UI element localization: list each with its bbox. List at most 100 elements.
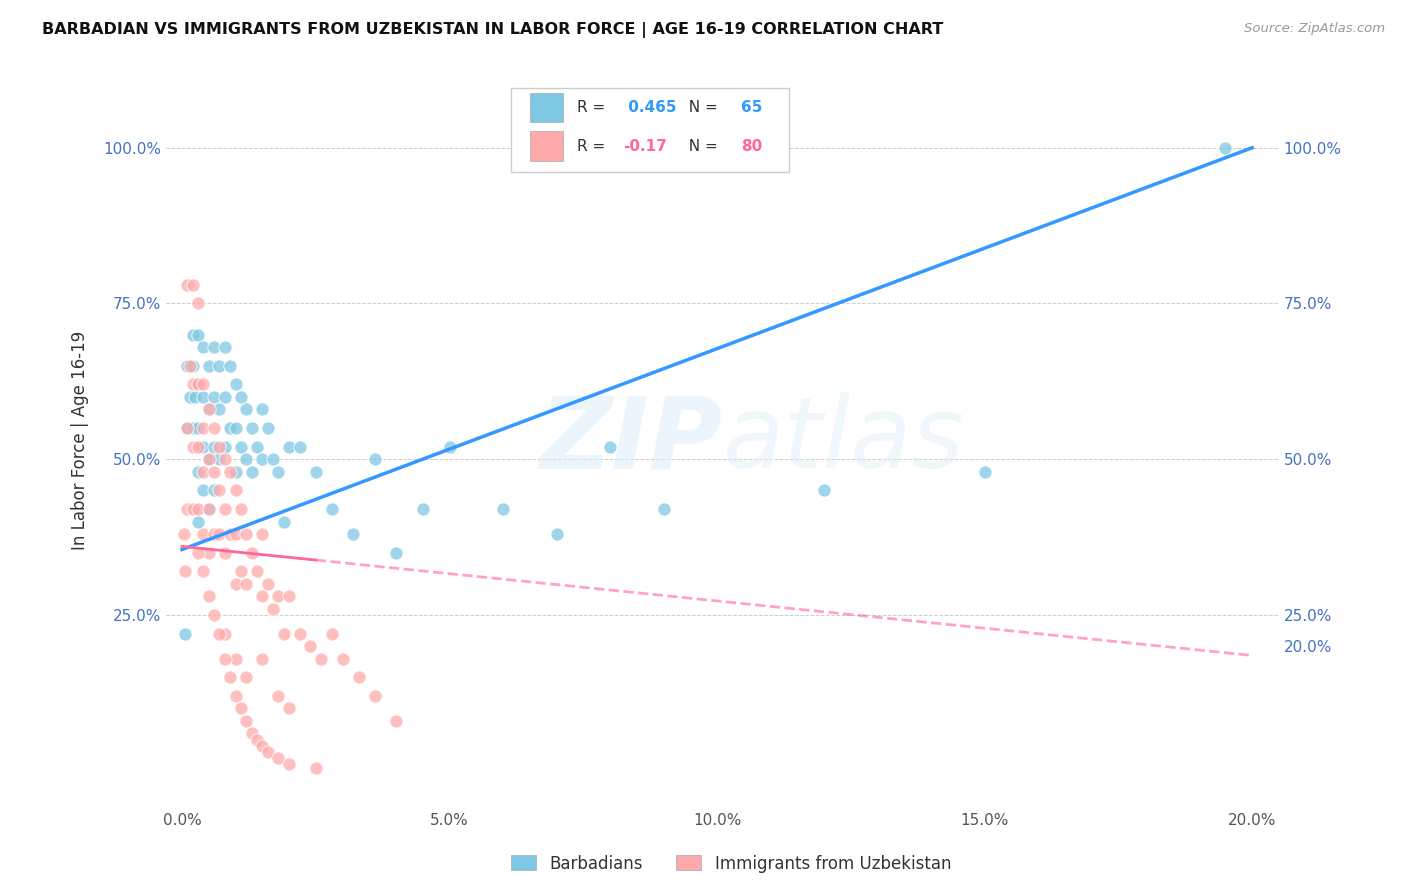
Point	[321, 502, 343, 516]
Point	[219, 527, 242, 541]
Point	[385, 714, 408, 728]
Text: N =: N =	[679, 138, 723, 153]
Point	[187, 377, 209, 392]
Point	[229, 390, 252, 404]
Text: BARBADIAN VS IMMIGRANTS FROM UZBEKISTAN IN LABOR FORCE | AGE 16-19 CORRELATION C: BARBADIAN VS IMMIGRANTS FROM UZBEKISTAN …	[42, 22, 943, 38]
Point	[202, 340, 225, 354]
Point	[652, 502, 675, 516]
Point	[235, 527, 257, 541]
Point	[198, 359, 221, 373]
Point	[184, 390, 207, 404]
Point	[273, 515, 295, 529]
Point	[202, 607, 225, 622]
Point	[246, 440, 269, 454]
Point	[246, 565, 269, 579]
Point	[412, 502, 434, 516]
Point	[181, 502, 204, 516]
Point	[214, 651, 236, 665]
Point	[193, 440, 215, 454]
Point	[214, 440, 236, 454]
Point	[176, 359, 198, 373]
Point	[173, 626, 195, 640]
Point	[235, 670, 257, 684]
Point	[187, 546, 209, 560]
Point	[278, 701, 301, 715]
Point	[252, 452, 274, 467]
Point	[208, 452, 231, 467]
Legend: Barbadians, Immigrants from Uzbekistan: Barbadians, Immigrants from Uzbekistan	[505, 848, 957, 880]
Point	[235, 576, 257, 591]
Point	[181, 377, 204, 392]
Point	[198, 502, 221, 516]
Point	[181, 359, 204, 373]
Point	[240, 421, 263, 435]
Y-axis label: In Labor Force | Age 16-19: In Labor Force | Age 16-19	[72, 331, 89, 550]
Point	[813, 483, 835, 498]
Text: 65: 65	[741, 100, 762, 115]
Point	[252, 402, 274, 417]
Point	[176, 421, 198, 435]
Point	[225, 465, 247, 479]
Point	[198, 502, 221, 516]
Point	[492, 502, 515, 516]
Point	[235, 452, 257, 467]
Point	[363, 452, 385, 467]
Point	[973, 465, 995, 479]
Point	[214, 626, 236, 640]
Point	[309, 651, 332, 665]
Point	[363, 689, 385, 703]
Point	[219, 359, 242, 373]
Point	[278, 589, 301, 603]
Point	[288, 626, 311, 640]
Point	[267, 751, 290, 765]
Point	[225, 689, 247, 703]
Point	[273, 626, 295, 640]
Point	[193, 390, 215, 404]
Point	[198, 546, 221, 560]
Point	[187, 440, 209, 454]
Point	[246, 732, 269, 747]
Point	[1215, 141, 1237, 155]
Point	[198, 452, 221, 467]
Text: atlas: atlas	[723, 392, 965, 489]
FancyBboxPatch shape	[510, 87, 789, 172]
Point	[252, 589, 274, 603]
Point	[267, 465, 290, 479]
Text: Source: ZipAtlas.com: Source: ZipAtlas.com	[1244, 22, 1385, 36]
Point	[176, 277, 198, 292]
Point	[187, 465, 209, 479]
Point	[225, 421, 247, 435]
Point	[219, 465, 242, 479]
Point	[198, 402, 221, 417]
Point	[198, 402, 221, 417]
Text: ZIP: ZIP	[540, 392, 723, 489]
Bar	[530, 93, 564, 122]
Point	[179, 359, 201, 373]
Point	[546, 527, 568, 541]
Point	[214, 502, 236, 516]
Point	[173, 527, 195, 541]
Point	[214, 340, 236, 354]
Point	[208, 626, 231, 640]
Point	[240, 465, 263, 479]
Point	[187, 327, 209, 342]
Point	[208, 440, 231, 454]
Point	[193, 377, 215, 392]
Point	[219, 670, 242, 684]
Point	[202, 421, 225, 435]
Point	[256, 576, 278, 591]
Point	[214, 452, 236, 467]
Point	[208, 402, 231, 417]
Point	[235, 402, 257, 417]
Point	[225, 651, 247, 665]
Point	[225, 377, 247, 392]
Text: R =: R =	[576, 138, 610, 153]
Point	[240, 726, 263, 740]
Point	[225, 527, 247, 541]
Point	[176, 421, 198, 435]
Point	[332, 651, 354, 665]
Point	[187, 421, 209, 435]
Point	[202, 527, 225, 541]
Point	[208, 483, 231, 498]
Point	[173, 565, 195, 579]
